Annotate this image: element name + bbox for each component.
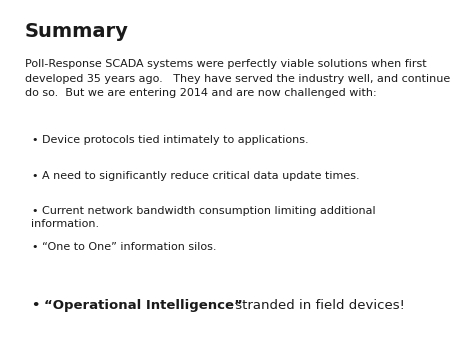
Text: • A need to significantly reduce critical data update times.: • A need to significantly reduce critica… (32, 171, 359, 181)
Text: • Current network bandwidth consumption limiting additional
information.: • Current network bandwidth consumption … (32, 206, 375, 230)
Text: • “One to One” information silos.: • “One to One” information silos. (32, 242, 216, 252)
Text: • Device protocols tied intimately to applications.: • Device protocols tied intimately to ap… (32, 135, 308, 145)
Text: Poll-Response SCADA systems were perfectly viable solutions when first
developed: Poll-Response SCADA systems were perfect… (25, 59, 450, 98)
Text: Summary: Summary (25, 22, 129, 41)
Text: stranded in field devices!: stranded in field devices! (231, 299, 405, 312)
Text: •: • (32, 299, 45, 312)
Text: “Operational Intelligence”: “Operational Intelligence” (44, 299, 243, 312)
